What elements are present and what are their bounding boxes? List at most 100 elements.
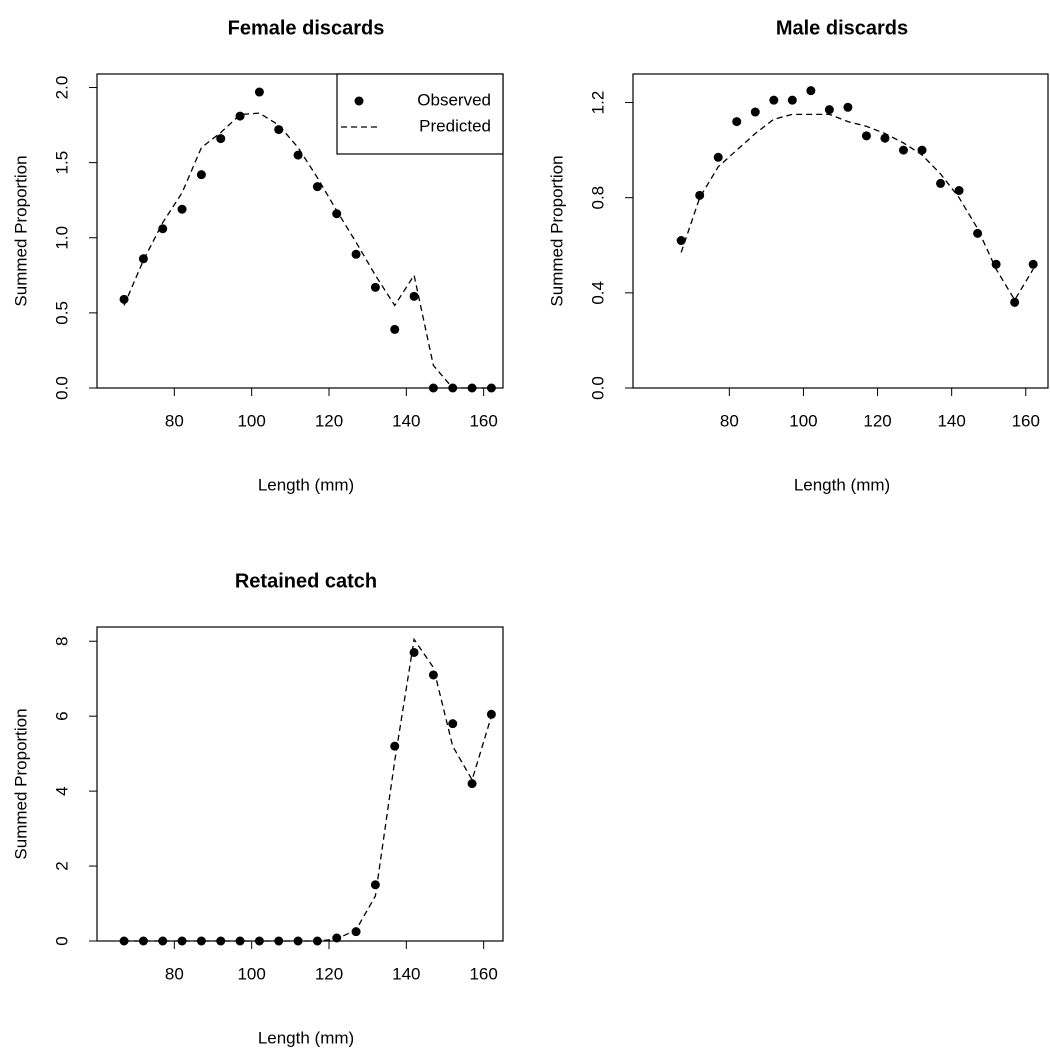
observed-point [973,228,983,238]
observed-point [351,249,361,259]
y-axis-label: Summed Proportion [547,155,566,306]
y-tick-label: 0.8 [588,186,607,210]
legend-label: Observed [417,90,491,109]
observed-point [196,936,206,946]
observed-point [370,282,380,292]
x-tick-label: 140 [937,411,965,430]
x-tick-label: 120 [863,411,891,430]
x-tick-label: 80 [165,964,184,983]
y-axis-label: Summed Proportion [11,708,30,859]
legend-label: Predicted [419,116,491,135]
observed-point [1028,259,1038,269]
observed-point [787,95,797,105]
chart-title: Male discards [776,17,908,39]
observed-point [467,779,477,789]
observed-point [428,383,438,393]
observed-point [177,204,187,214]
observed-point [351,927,361,937]
y-tick-label: 1.0 [52,226,71,250]
panel: Retained catch Length (mm) Summed Proporti… [11,570,504,1047]
plot-frame [632,73,1049,389]
observed-point [390,324,400,334]
y-axis-label: Summed Proportion [11,155,30,306]
x-axis-label: Length (mm) [258,475,354,494]
legend-box [336,73,504,155]
observed-point [138,936,148,946]
y-tick-label: 0.5 [52,301,71,325]
observed-point [713,152,723,162]
observed-point [196,170,206,180]
observed-point [861,131,871,141]
observed-point [898,145,908,155]
observed-point [1010,297,1020,307]
observed-point [332,209,342,219]
predicted-line [680,113,1034,302]
observed-point [138,254,148,264]
observed-point [676,236,686,246]
observed-point [216,134,226,144]
observed-point [843,102,853,112]
x-tick-label: 160 [469,964,497,983]
y-tick-label: 2.0 [52,76,71,100]
observed-point [390,741,400,751]
x-tick-label: 140 [392,964,420,983]
y-tick-label: 6 [52,711,71,720]
y-tick-label: 0.4 [588,281,607,305]
plot-frame [96,73,504,389]
panel: Male discards Length (mm) Summed Proportio… [547,17,1049,494]
plot-frame [96,626,504,942]
observed-point [158,224,168,234]
observed-point [158,936,168,946]
y-tick-label: 4 [52,786,71,795]
observed-point [954,186,964,196]
predicted-line [123,112,492,389]
x-tick-label: 120 [315,411,343,430]
y-tick-label: 0.0 [588,376,607,400]
observed-point [824,105,834,115]
observed-point [293,150,303,160]
x-tick-label: 140 [392,411,420,430]
y-tick-label: 1.2 [588,91,607,115]
observed-point [370,880,380,890]
observed-point [312,182,322,192]
observed-point [428,670,438,680]
x-tick-label: 120 [315,964,343,983]
x-tick-label: 80 [720,411,739,430]
y-tick-label: 2 [52,861,71,870]
y-tick-label: 1.5 [52,151,71,175]
observed-point [216,936,226,946]
chart-title: Female discards [228,17,385,39]
observed-point [486,709,496,719]
x-tick-label: 160 [1012,411,1040,430]
observed-point [177,936,187,946]
observed-point [732,117,742,127]
legend-swatch [354,96,364,106]
observed-point [880,133,890,143]
x-tick-label: 80 [165,411,184,430]
observed-point [119,294,129,304]
x-tick-label: 100 [237,964,265,983]
x-axis-label: Length (mm) [794,475,890,494]
observed-point [750,107,760,117]
x-tick-label: 100 [237,411,265,430]
observed-point [806,86,816,96]
observed-point [769,95,779,105]
observed-point [332,933,342,943]
observed-point [917,145,927,155]
predicted-line [124,637,493,942]
observed-point [448,719,458,729]
x-tick-label: 100 [789,411,817,430]
x-tick-label: 160 [469,411,497,430]
chart-title: Retained catch [235,570,377,592]
observed-point [409,647,419,657]
y-tick-label: 0.0 [52,376,71,400]
x-axis-label: Length (mm) [258,1028,354,1047]
y-tick-label: 0 [52,936,71,945]
observed-point [991,259,1001,269]
observed-point [409,291,419,301]
observed-point [119,936,129,946]
observed-point [254,87,264,97]
observed-point [235,111,245,121]
observed-point [936,178,946,188]
